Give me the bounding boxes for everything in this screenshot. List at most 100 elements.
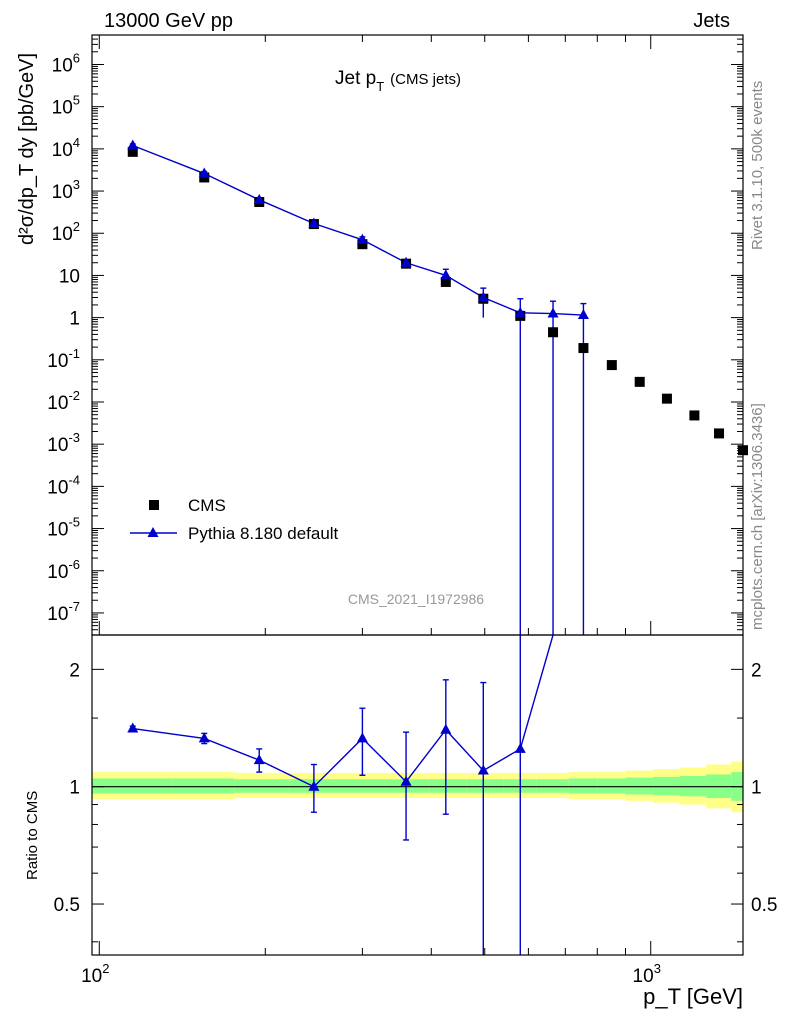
y-tick-label-mantissa: 10 — [52, 98, 73, 119]
y-tick-label: 1 — [69, 309, 80, 330]
axis-labels: 10610510410310210110-110-210-310-410-510… — [47, 50, 777, 987]
legend-label-cms: CMS — [188, 496, 226, 515]
y-tick-label-exponent: -5 — [68, 515, 80, 530]
legend-marker-cms — [149, 500, 159, 510]
y-tick-label: 10-4 — [47, 472, 80, 498]
y-tick-label-mantissa: 10 — [59, 266, 80, 287]
y-tick-label-exponent: 4 — [73, 135, 80, 150]
x-tick-label-exponent: 3 — [654, 961, 661, 976]
chart-title-main: Jet p — [335, 68, 376, 89]
cms-data-point — [127, 146, 138, 157]
chart-title: Jet pT (CMS jets) — [335, 68, 461, 94]
ratio-data-point — [356, 732, 368, 743]
band-green — [568, 778, 598, 794]
y-tick-label: 105 — [52, 93, 80, 119]
pythia-data-point — [308, 217, 320, 228]
ratio-tick-label-left: 2 — [69, 660, 80, 681]
x-tick-label: 103 — [633, 961, 661, 987]
band-green — [597, 778, 626, 794]
band-green — [92, 778, 173, 794]
band-green — [625, 777, 654, 795]
y-tick-label: 103 — [52, 177, 80, 203]
y-tick-label: 10-3 — [47, 430, 80, 456]
watermark: CMS_2021_I1972986 — [348, 591, 484, 607]
header-right: Jets — [693, 10, 730, 32]
y-tick-label-exponent: -1 — [68, 346, 80, 361]
x-tick-label-exponent: 2 — [102, 961, 109, 976]
band-green — [428, 779, 467, 793]
y-tick-label-exponent: 3 — [73, 177, 80, 192]
ratio-data-point — [198, 732, 210, 743]
ratio-tick-label-left: 0.5 — [54, 895, 80, 916]
pythia-data-point — [253, 193, 265, 204]
legend-marker-pythia — [147, 527, 159, 537]
pythia-data-point — [440, 269, 452, 280]
y-tick-label: 104 — [52, 135, 80, 161]
y-tick-label-mantissa: 10 — [47, 562, 68, 583]
ratio-tick-label-right: 2 — [751, 660, 762, 681]
y-tick-label-mantissa: 10 — [47, 520, 68, 541]
band-green — [536, 779, 569, 793]
main-panel-frame — [91, 34, 744, 636]
y-tick-label-exponent: -2 — [68, 388, 80, 403]
y-tick-label-exponent: -6 — [68, 557, 80, 572]
ratio-line — [132, 634, 554, 788]
ratio-tick-label-right: 0.5 — [751, 895, 777, 916]
ratio-y-axis-label: Ratio to CMS — [24, 791, 41, 880]
y-tick-label: 106 — [52, 50, 80, 76]
band-green — [338, 779, 386, 793]
ratio-bands — [92, 761, 743, 813]
ratio-panel-data — [127, 634, 554, 955]
header-left: 13000 GeV pp — [104, 10, 233, 32]
y-tick-label-mantissa: 1 — [69, 309, 80, 330]
y-tick-label-exponent: -7 — [68, 599, 80, 614]
pythia-data-point — [356, 233, 368, 244]
y-tick-label-mantissa: 10 — [52, 224, 73, 245]
y-tick-label: 10-6 — [47, 557, 80, 583]
ratio-data-point — [253, 754, 265, 765]
y-tick-label-mantissa: 10 — [52, 55, 73, 76]
x-tick-label-mantissa: 10 — [633, 966, 654, 987]
cms-data-point — [689, 410, 700, 421]
x-axis-label-text: p_T [GeV] — [643, 984, 743, 1009]
cms-data-point — [357, 239, 368, 250]
ratio-data-point — [127, 722, 139, 733]
side-label-mcplots: mcplots.cern.ch [arXiv:1306.3436] — [749, 403, 766, 630]
pythia-data-point — [127, 139, 139, 150]
cms-data-point — [634, 376, 645, 387]
ratio-tick-label-left: 1 — [69, 778, 80, 799]
legend: CMS Pythia 8.180 default — [130, 496, 339, 543]
ratio-data-point — [514, 742, 526, 753]
y-tick-label: 10 — [59, 266, 80, 287]
y-tick-label: 10-5 — [47, 515, 80, 541]
ratio-data-point — [477, 764, 489, 775]
y-tick-label-mantissa: 10 — [47, 435, 68, 456]
y-axis-label: d²σ/dp_T dy [pb/GeV] — [16, 53, 38, 245]
x-tick-label: 102 — [81, 961, 109, 987]
y-tick-label-mantissa: 10 — [47, 477, 68, 498]
cms-data-point — [661, 393, 672, 404]
ratio-data-point — [440, 723, 452, 734]
y-tick-label: 10-7 — [47, 599, 80, 625]
ratio-data-point — [308, 780, 320, 791]
axis-ticks — [92, 34, 743, 955]
pythia-data-point — [514, 306, 526, 317]
cms-data-point — [548, 327, 559, 338]
y-tick-label-exponent: -3 — [68, 430, 80, 445]
pythia-data-point — [477, 291, 489, 302]
y-tick-label: 102 — [52, 219, 80, 245]
band-green — [466, 779, 504, 793]
side-label-rivet: Rivet 3.1.10, 500k events — [749, 81, 766, 250]
cms-data-point — [440, 276, 451, 287]
y-tick-label-mantissa: 10 — [52, 140, 73, 161]
chart-title-extra: (CMS jets) — [390, 71, 461, 88]
y-tick-label-exponent: 5 — [73, 93, 80, 108]
pythia-data-point — [577, 309, 589, 320]
y-tick-label-exponent: 6 — [73, 50, 80, 65]
ratio-tick-label-right: 1 — [751, 778, 762, 799]
main-panel-data — [127, 139, 748, 635]
cms-data-point — [714, 428, 725, 439]
ratio-panel-frame — [91, 634, 744, 956]
pythia-line — [132, 144, 584, 316]
